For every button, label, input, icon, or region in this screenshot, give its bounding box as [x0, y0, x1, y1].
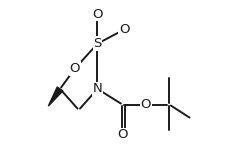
Text: S: S: [93, 37, 102, 50]
Polygon shape: [48, 87, 63, 106]
Text: O: O: [92, 7, 103, 21]
Text: O: O: [117, 128, 128, 141]
Text: N: N: [93, 82, 102, 95]
Text: O: O: [141, 98, 151, 111]
Text: O: O: [119, 23, 129, 36]
Text: O: O: [70, 62, 80, 75]
